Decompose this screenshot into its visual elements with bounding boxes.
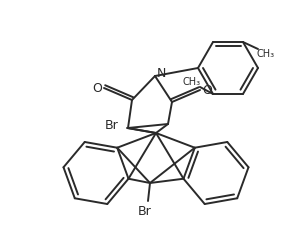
Text: O: O: [202, 84, 212, 97]
Text: CH₃: CH₃: [257, 49, 275, 59]
Text: Br: Br: [138, 205, 152, 218]
Text: N: N: [156, 66, 166, 79]
Text: Br: Br: [105, 119, 119, 132]
Text: CH₃: CH₃: [183, 77, 201, 87]
Text: O: O: [92, 82, 102, 95]
